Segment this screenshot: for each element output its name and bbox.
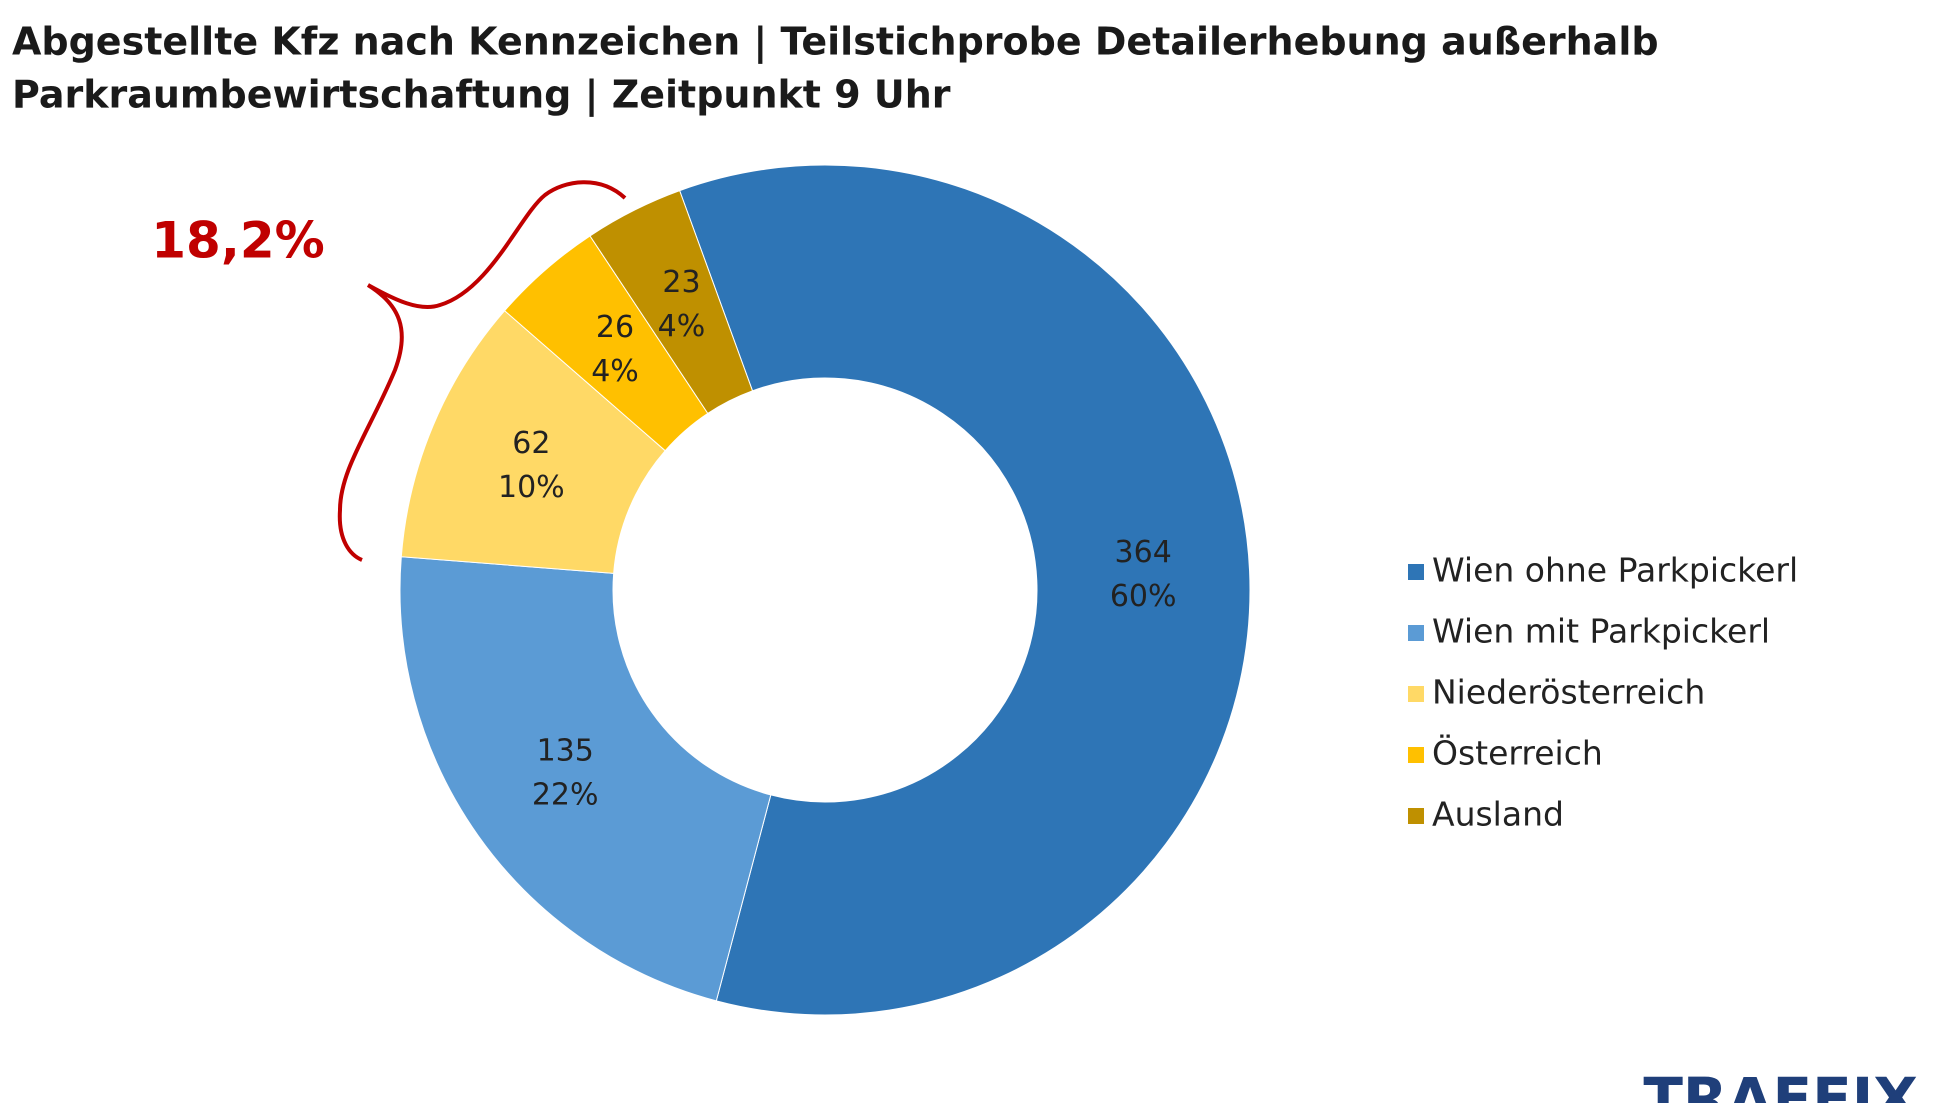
slice <box>399 556 772 1002</box>
slice <box>678 164 1251 1016</box>
percent-label: 4% <box>591 354 639 389</box>
value-label: 62 <box>512 426 550 461</box>
percent-label: 4% <box>658 309 706 344</box>
percent-label: 22% <box>532 778 599 813</box>
brace <box>337 180 627 562</box>
percent-label: 60% <box>1110 579 1177 614</box>
legend-swatch <box>1408 808 1424 824</box>
value-label: 26 <box>596 310 634 345</box>
slice <box>589 189 754 415</box>
legend-swatch <box>1408 747 1424 763</box>
value-label: 364 <box>1115 535 1172 570</box>
legend-label: Ausland <box>1432 795 1564 834</box>
legend-swatch <box>1408 564 1424 580</box>
legend-label: Wien mit Parkpickerl <box>1432 612 1770 651</box>
value-label: 135 <box>537 734 594 769</box>
percent-label: 10% <box>498 470 565 505</box>
legend-label: Österreich <box>1432 733 1603 773</box>
legend-label: Niederösterreich <box>1432 673 1705 712</box>
legend-swatch <box>1408 625 1424 641</box>
value-label: 23 <box>662 265 700 300</box>
chart-title: Abgestellte Kfz nach Kennzeichen | Teils… <box>12 20 1659 65</box>
legend-label: Wien ohne Parkpickerl <box>1432 551 1798 590</box>
chart-subtitle: Parkraumbewirtschaftung | Zeitpunkt 9 Uh… <box>12 73 951 118</box>
legend-swatch <box>1408 686 1424 702</box>
logo: TRAFFIX <box>1643 1065 1918 1103</box>
annotation: 18,2% <box>151 212 324 270</box>
